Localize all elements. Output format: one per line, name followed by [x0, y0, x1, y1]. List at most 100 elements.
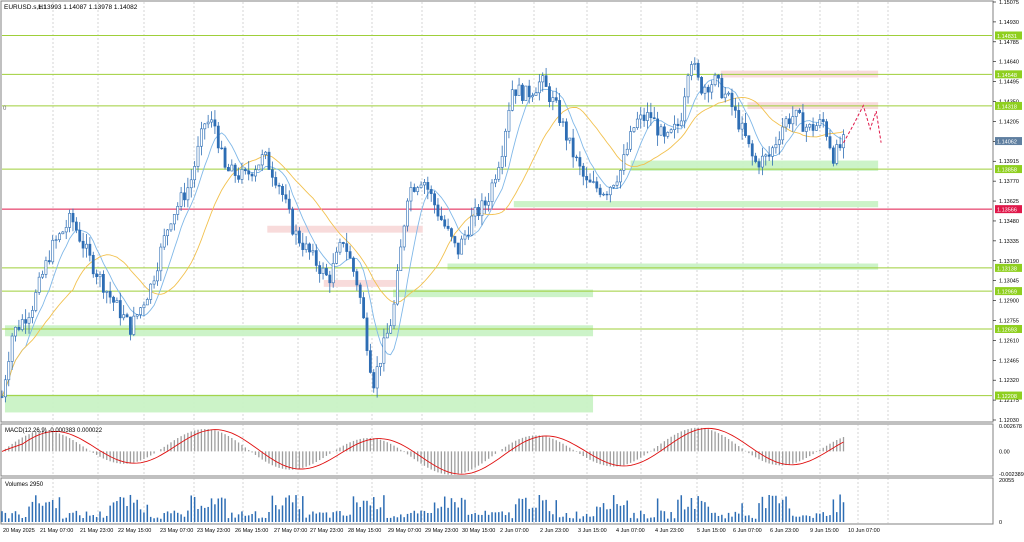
time-label: 27 May 23:00	[310, 528, 343, 534]
candle-body	[27, 317, 31, 324]
candle-body	[788, 118, 791, 125]
candle-body	[480, 200, 484, 217]
ma-fast-line	[1, 79, 844, 397]
candle-body	[781, 126, 785, 141]
time-label: 9 Jun 15:00	[810, 528, 839, 534]
candle-body	[78, 229, 82, 242]
candle-body	[385, 332, 389, 339]
candle-body	[179, 192, 183, 207]
candle-body	[605, 193, 609, 196]
supply-zone	[323, 279, 398, 287]
candle-body	[254, 169, 257, 177]
macd-signal-line	[1, 427, 844, 475]
candle-body	[517, 84, 521, 96]
candle-body	[335, 251, 338, 264]
candle-body	[274, 177, 278, 186]
price-tick-label: 1.14640	[999, 60, 1019, 66]
candle-body	[619, 170, 622, 183]
candle-body	[825, 121, 829, 137]
candle-body	[389, 325, 393, 334]
candle-body	[375, 366, 379, 389]
candle-body	[172, 214, 176, 225]
time-label: 23 May 07:00	[160, 528, 193, 534]
level-label: 1.13138	[997, 266, 1017, 272]
candle-body	[831, 147, 835, 164]
candle-body	[142, 304, 146, 309]
candle-body	[754, 155, 758, 162]
level-label: 1.14318	[997, 104, 1017, 110]
time-label: 23 May 23:00	[197, 528, 230, 534]
candle-body	[264, 151, 268, 155]
macd-pane[interactable]	[0, 423, 994, 477]
candle-body	[196, 145, 200, 167]
volume-pane[interactable]	[0, 477, 994, 525]
candle-body	[720, 77, 724, 99]
candle-body	[450, 228, 453, 237]
macd-tick-label: -0.002389	[999, 472, 1024, 478]
candle-body	[784, 118, 788, 128]
time-label: 30 May 15:00	[462, 528, 495, 534]
price-tick-label: 1.13915	[999, 159, 1019, 165]
price-tick-label: 1.13335	[999, 239, 1019, 245]
level-label: 1.12693	[997, 327, 1017, 333]
candle-body	[635, 118, 639, 128]
candle-body	[223, 147, 227, 168]
candle-body	[281, 185, 284, 195]
candle-body	[649, 112, 653, 119]
candle-body	[304, 243, 308, 250]
candle-body	[713, 74, 717, 86]
demand-zone	[513, 201, 879, 208]
candle-body	[798, 109, 801, 113]
candle-body	[581, 165, 585, 177]
price-tick-label: 1.12175	[999, 398, 1019, 404]
candle-body	[774, 144, 778, 149]
candle-body	[443, 219, 447, 227]
candle-body	[74, 221, 78, 231]
time-label: 2 Jun 23:00	[540, 528, 569, 534]
candle-body	[578, 157, 582, 167]
candle-body	[717, 74, 720, 79]
level-label: 1.12969	[997, 290, 1017, 296]
candle-body	[341, 242, 345, 244]
level-label-bg	[995, 263, 1022, 272]
candle-body	[808, 124, 812, 128]
candle-body	[426, 182, 430, 190]
candle-body	[206, 121, 210, 125]
candle-body	[777, 139, 781, 145]
candle-body	[683, 96, 687, 122]
candle-body	[646, 112, 649, 121]
volume-tick-label: 0	[999, 520, 1002, 526]
candle-body	[17, 326, 21, 330]
price-pane[interactable]	[0, 0, 994, 423]
candle-body	[20, 319, 24, 330]
candle-body	[767, 154, 771, 157]
candle-body	[325, 267, 328, 276]
candle-body	[544, 75, 548, 87]
volume-title: Volumes 2950	[5, 482, 44, 488]
candle-body	[453, 236, 457, 244]
candle-body	[690, 64, 693, 76]
candle-body	[392, 303, 396, 327]
chart-symbol: EURUSD.s,H1	[4, 4, 47, 11]
candle-body	[666, 132, 670, 137]
candle-body	[612, 184, 616, 188]
macd-indicator: 0.002678 0.00 -0.002389	[1, 424, 1024, 478]
price-tick-label: 1.12320	[999, 378, 1019, 384]
level-label-bg	[995, 70, 1022, 79]
vertical-grid	[52, 2, 889, 524]
candle-body	[571, 137, 575, 158]
candle-body	[531, 95, 534, 98]
candle-body	[669, 129, 673, 133]
candle-body	[345, 243, 349, 252]
level-label-bg	[995, 31, 1022, 40]
candle-body	[828, 136, 832, 149]
candle-body	[723, 93, 727, 99]
candle-body	[145, 299, 149, 306]
candle-body	[744, 122, 747, 136]
candle-body	[31, 310, 34, 318]
candle-body	[592, 181, 595, 183]
candle-body	[534, 92, 538, 96]
candle-body	[446, 225, 450, 229]
